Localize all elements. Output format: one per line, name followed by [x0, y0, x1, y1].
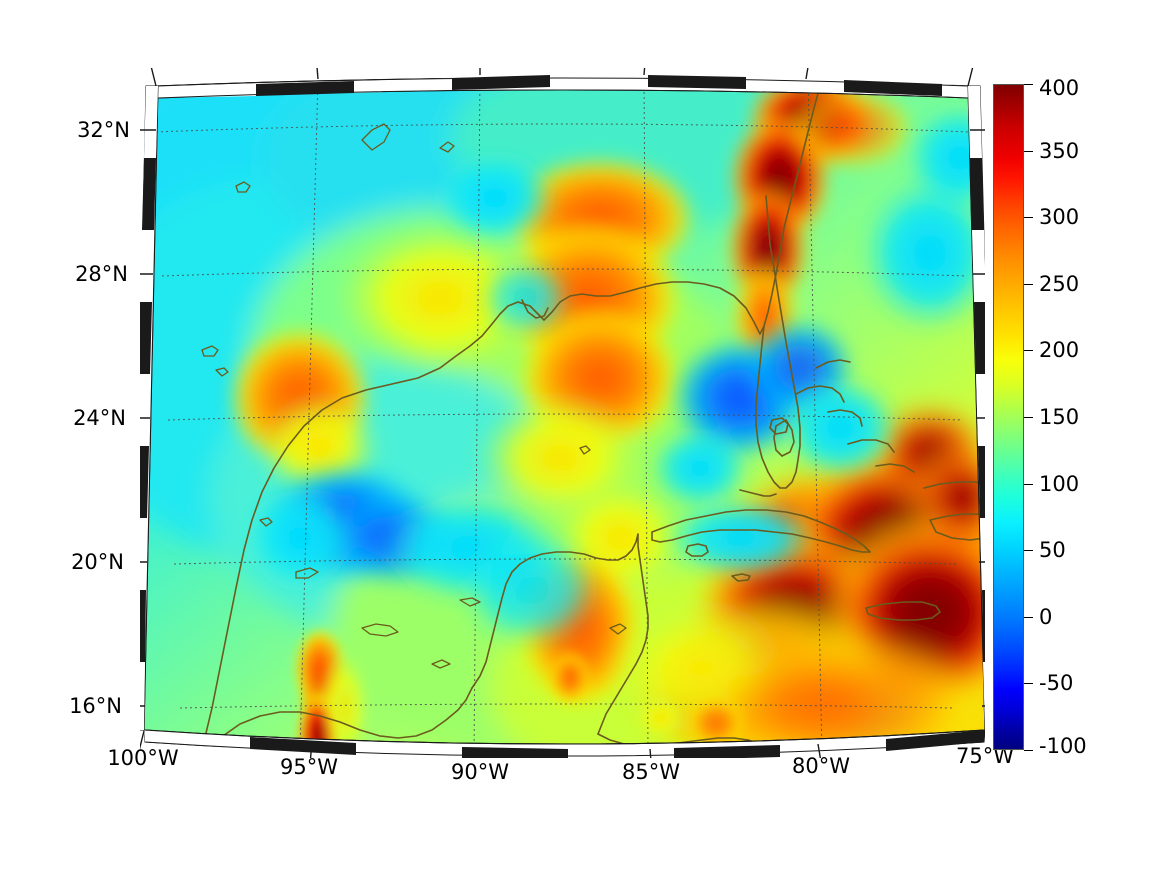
- island-speck-10: [431, 659, 451, 669]
- tick-lon-80-top: [805, 68, 809, 80]
- coastline-yucatan: [471, 533, 649, 735]
- gridline-lat-28: [161, 268, 967, 277]
- coastline-florida-peninsula: [755, 195, 801, 489]
- colorbar-label-0: 0: [1039, 604, 1053, 629]
- tick-lon-75-top: [967, 68, 974, 87]
- tick-lon-85-top: [643, 68, 646, 76]
- map-panel[interactable]: [140, 68, 985, 758]
- island-speck-5: [439, 141, 455, 153]
- colorbar-label--100: -100: [1039, 734, 1087, 758]
- colorbar-tick-350: [1024, 150, 1033, 152]
- colorbar-label-100: 100: [1039, 471, 1080, 496]
- coastline-mississippi-delta: [521, 299, 549, 319]
- colorbar-tick-100: [1024, 483, 1033, 485]
- tick-lon-100: [140, 730, 145, 750]
- tick-lon-95: [309, 740, 313, 758]
- coastline-andros: [773, 419, 795, 457]
- colorbar-tick-300: [1024, 217, 1033, 219]
- gridline-lon-80: [807, 78, 823, 744]
- island-speck-9: [459, 597, 481, 607]
- island-speck-7: [295, 567, 319, 579]
- frame-right: [967, 85, 985, 731]
- coastline-cuba: [651, 509, 871, 553]
- map-svg[interactable]: [140, 68, 985, 758]
- island-speck-12: [579, 445, 591, 455]
- coastline-bahamas: [795, 385, 845, 403]
- colorbar-tick-200: [1024, 350, 1033, 352]
- coastline-florida-keys: [739, 489, 777, 497]
- island-speck-2: [201, 345, 219, 357]
- island-speck-1: [235, 181, 251, 193]
- colorbar-label-200: 200: [1039, 338, 1080, 363]
- tick-lon-95-top: [316, 68, 319, 80]
- tick-lon-80: [817, 743, 822, 758]
- lon-tick-label-90: 90°W: [451, 760, 509, 784]
- island-speck-8: [361, 623, 399, 637]
- lon-tick-label-85: 85°W: [622, 760, 680, 784]
- colorbar-label-150: 150: [1039, 405, 1080, 429]
- coastline-cayman: [731, 573, 751, 582]
- coastline-jamaica: [865, 601, 941, 621]
- island-speck-3: [215, 367, 229, 377]
- coastline-bahamas-5: [815, 359, 851, 369]
- map-frame: [140, 68, 985, 758]
- coastline-hispaniola: [929, 513, 985, 541]
- frame-bottom: [143, 729, 985, 758]
- island-speck-4: [361, 123, 391, 151]
- gridline-lat-20: [173, 558, 959, 565]
- frame-left: [140, 85, 159, 731]
- coastline-isla-juventud: [685, 543, 709, 557]
- gridline-lat-32: [155, 123, 971, 133]
- map-gridlines: [155, 78, 971, 744]
- coastline-bahamas-2: [827, 409, 863, 427]
- gridline-lat-24: [167, 413, 963, 421]
- lat-tick-label-24: 24°N: [73, 406, 126, 430]
- lon-tick-label-80: 80°W: [792, 754, 850, 778]
- colorbar-label-400: 400: [1039, 76, 1080, 100]
- colorbar-label-250: 250: [1039, 271, 1080, 296]
- colorbar-tick-0: [1024, 616, 1033, 618]
- gridline-lon-90: [473, 78, 481, 744]
- map-ticks: [140, 68, 985, 758]
- colorbar-label-50: 50: [1039, 538, 1066, 563]
- lake-okeechobee: [769, 417, 789, 435]
- island-speck-11: [609, 623, 627, 635]
- lat-tick-label-20: 20°N: [71, 550, 124, 574]
- lon-tick-label-100: 100°W: [107, 746, 179, 770]
- lon-tick-label-95: 95°W: [280, 755, 338, 779]
- colorbar-tick-50: [1024, 550, 1033, 552]
- coastline-mexico-east: [199, 687, 473, 744]
- island-speck-6: [259, 517, 273, 527]
- frame-top: [157, 75, 970, 99]
- colorbar-tick-400: [1024, 84, 1033, 85]
- coastline-us-gulf: [199, 78, 827, 744]
- colorbar-label-300: 300: [1039, 205, 1080, 230]
- colorbar-tick-250: [1024, 283, 1033, 285]
- colorbar-tick--50: [1024, 683, 1033, 685]
- colorbar-label-350: 350: [1039, 138, 1080, 163]
- tick-lon-85: [649, 748, 652, 758]
- coastline-bahamas-4: [875, 463, 915, 473]
- gridline-lon-85: [643, 78, 649, 744]
- lat-tick-label-32: 32°N: [77, 118, 130, 142]
- coastline-bahamas-3: [847, 439, 895, 453]
- colorbar-gradient[interactable]: [993, 84, 1024, 750]
- colorbar-tick--100: [1024, 750, 1033, 751]
- colorbar-label--50: -50: [1039, 671, 1074, 696]
- gridline-lon-95: [299, 78, 319, 744]
- tick-lon-100-top: [150, 68, 157, 87]
- lat-tick-label-16: 16°N: [69, 694, 122, 718]
- coastlines: [199, 78, 985, 744]
- lat-tick-label-28: 28°N: [75, 262, 128, 286]
- colorbar-tick-150: [1024, 417, 1033, 418]
